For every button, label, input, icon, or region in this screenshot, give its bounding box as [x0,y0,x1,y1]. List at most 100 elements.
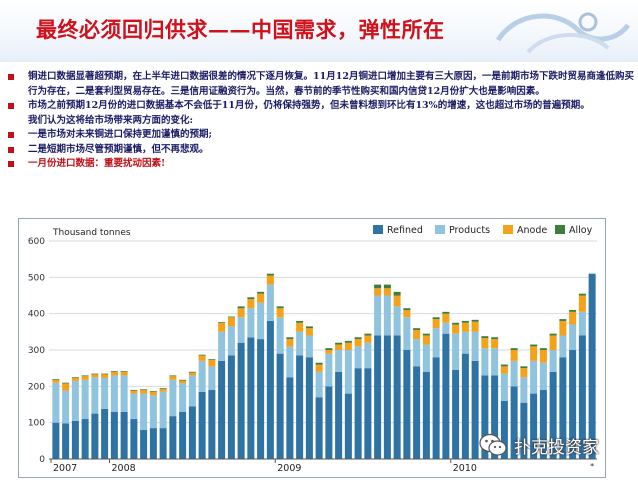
bar-segment-refined [62,423,70,459]
bar-segment-products [101,377,109,409]
bar-segment-alloy [120,371,128,372]
bar-segment-anode [442,313,450,323]
bar-segment-anode [169,376,177,380]
bar-segment-refined [442,333,450,459]
bar-segment-alloy [71,377,79,378]
y-axis-label: Thousand tonnes [52,228,131,238]
bar-segment-anode [188,372,196,376]
bar-segment-products [520,377,528,403]
bar-segment-alloy [188,371,196,373]
bar-segment-refined [227,355,235,459]
bar-segment-alloy [559,319,567,321]
bar-segment-refined [276,353,284,459]
cloud-swirl-decoration [495,12,631,54]
bar-segment-products [198,360,206,392]
bar-segment-products [461,331,469,354]
bar-segment-alloy [159,388,167,389]
bar-segment-anode [578,295,586,312]
bar-segment-products [491,348,499,376]
bar-segment-refined [169,416,177,459]
bar-segment-alloy [335,342,343,345]
bar-segment-products [354,346,362,369]
bar-segment-anode [101,374,109,378]
bar-segment-alloy [52,379,60,380]
bar-segment-refined [159,428,167,459]
bar-segment-refined [188,406,196,459]
bar-segment-anode [315,364,323,372]
bullet-square-icon [8,74,14,80]
y-tick-label: 300 [28,346,45,356]
bullet-text: 市场之前预期12月份的进口数据基本不会低于11月份，仍将保持强势，但未曾料想到环… [28,100,590,111]
bar-segment-products [539,362,547,390]
legend-swatch-anode [503,225,513,234]
bar-segment-alloy [296,320,304,323]
bar-segment-refined [354,368,362,459]
bar-segment-alloy [383,284,391,289]
bar-segment-anode [208,359,216,367]
bar-segment-products [500,373,508,401]
bar-segment-alloy [344,340,352,343]
bar-segment-alloy [374,284,382,289]
bullet-square-icon [8,161,14,167]
bullet-text: 二是短期市场尽管预期谨慎，但不再悲观。 [28,143,209,155]
bar-segment-anode [539,350,547,363]
bar-segment-products [52,382,60,423]
bar-segment-alloy [227,316,235,318]
bar-segment-products [208,366,216,390]
bar-segment-alloy [510,348,518,350]
bar-segment-products [305,335,313,358]
bar-segment-alloy [130,389,138,391]
bar-segment-refined [266,320,274,459]
bar-segment-products [364,342,372,369]
bar-segment-refined [500,400,508,459]
bar-segment-products [188,375,196,407]
bar-segment-refined [286,377,294,459]
bar-segment-anode [432,319,440,329]
bar-segment-refined [110,411,118,459]
copper-imports-chart: 0 100 200 300 400 500 600 Thousand tonnes 2007 20… [28,225,638,474]
bar-segment-products [91,377,99,414]
y-tick-label: 400 [28,310,45,320]
bar-segment-products [481,348,489,376]
bar-segment-anode [559,320,567,336]
bar-segment-products [471,331,479,361]
bar-segment-alloy [91,373,99,375]
bar-segment-anode [179,380,187,384]
x-tick-label: 2008 [112,463,136,474]
bar-segment-products [81,379,89,420]
watermark-text: 扑克投资家 [514,437,599,458]
bar-segment-refined [91,413,99,459]
bar-segment-products [276,317,284,354]
bar-segment-alloy [247,297,255,300]
bullet-list: 铜进口数据显著超预期，在上半年进口数据很差的情况下逐月恢复。11月12月铜进口增… [4,70,634,172]
bar-segment-alloy [539,348,547,350]
y-tick-label: 200 [28,382,45,392]
bar-segment-refined [471,360,479,459]
bar-segment-anode [159,388,167,392]
bar-segment-products [71,380,79,421]
bar-segment-products [247,308,255,338]
bar-segment-alloy [413,328,421,331]
bar-segment-refined [559,357,567,459]
bar-segment-products [374,295,382,336]
bar-segment-anode [91,374,99,378]
bullet-item: 铜进口数据显著超预期，在上半年进口数据很差的情况下逐月恢复。11月12月铜进口增… [4,70,634,99]
bar-segment-anode [471,321,479,332]
bar-segment-refined [374,335,382,459]
bar-segment-products [335,350,343,372]
bar-segment-anode [452,324,460,334]
bar-segment-alloy [266,273,274,276]
bar-segment-refined [140,429,148,459]
bar-segment-alloy [62,382,70,384]
bar-segment-products [130,393,138,420]
bar-segment-alloy [198,354,206,356]
bar-segment-alloy [169,375,177,377]
bar-segment-refined [130,419,138,459]
watermark: 扑克投资家 [478,430,599,460]
bar-segment-anode [52,379,60,383]
bar-segment-refined [510,386,518,459]
bar-segment-anode [354,339,362,347]
bar-segment-alloy [101,373,109,375]
bar-segment-products [549,350,557,372]
legend-swatch-refined [373,225,383,234]
